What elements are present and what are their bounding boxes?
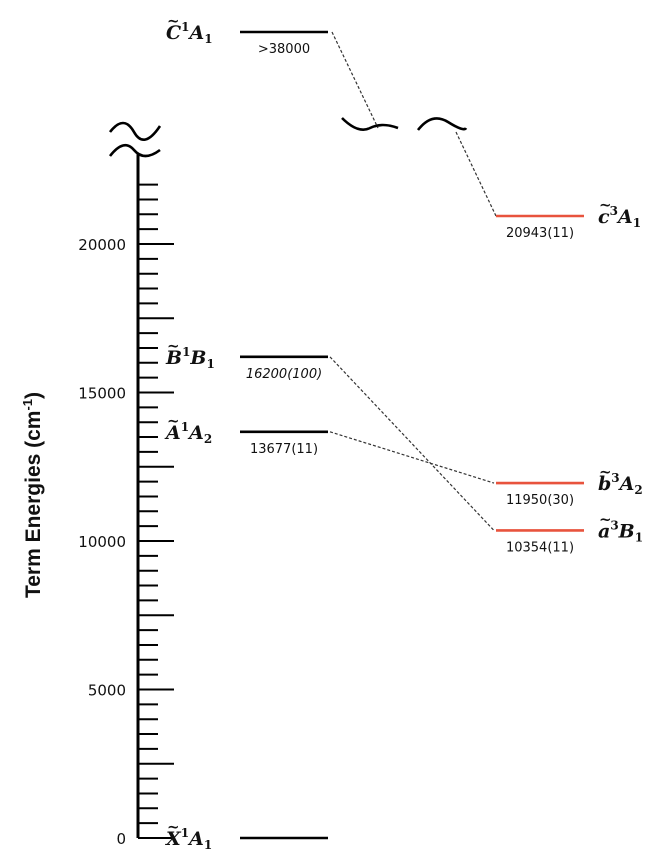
correlation-line	[331, 31, 379, 129]
y-tick-label: 0	[116, 830, 126, 848]
y-tick-label: 10000	[78, 533, 126, 551]
tilde-accent: ~	[599, 463, 612, 481]
axis-break-marks	[108, 117, 468, 158]
energy-axis	[136, 153, 174, 839]
y-tick-label: 20000	[78, 236, 126, 254]
value-label-a3B1: 10354(11)	[506, 540, 574, 555]
value-label-B1B1: 16200(100)	[246, 367, 322, 382]
energy-levels: X1A1~A1A2~13677(11)B1B1~16200(100)C1A1~>…	[164, 12, 643, 852]
state-label-A1A2: A1A2	[164, 420, 212, 446]
tilde-accent: ~	[167, 337, 180, 355]
state-label-C1A1: C1A1	[166, 20, 213, 46]
tilde-accent: ~	[167, 412, 180, 430]
tilde-accent: ~	[599, 196, 612, 214]
axis-break-wave	[108, 121, 162, 141]
axis-break-wave	[416, 117, 468, 131]
correlation-line	[455, 131, 497, 217]
state-label-B1B1: B1B1	[165, 345, 215, 371]
tilde-accent: ~	[599, 510, 612, 528]
correlation-line	[329, 356, 495, 531]
value-label-C1A1: >38000	[258, 42, 310, 57]
tilde-accent: ~	[167, 818, 180, 836]
axis-break-wave	[341, 117, 399, 131]
axis-break-wave	[108, 143, 161, 158]
value-label-b3A2: 11950(30)	[506, 493, 574, 508]
tilde-accent: ~	[167, 12, 180, 30]
y-axis-label: Term Energies (cm-1)	[20, 392, 45, 598]
correlation-line	[329, 431, 495, 484]
state-label-a3B1: a3B1	[598, 518, 643, 544]
state-label-c3A1: c3A1	[598, 204, 641, 230]
state-label-X1A1: X1A1	[165, 826, 212, 852]
state-label-b3A2: b3A2	[598, 471, 643, 497]
correlation-lines	[329, 31, 497, 531]
y-tick-label: 15000	[78, 385, 126, 403]
value-label-c3A1: 20943(11)	[506, 226, 574, 241]
y-tick-labels: 0 5000 10000 15000 20000	[78, 236, 126, 848]
value-label-A1A2: 13677(11)	[250, 442, 318, 457]
y-tick-label: 5000	[88, 682, 126, 700]
